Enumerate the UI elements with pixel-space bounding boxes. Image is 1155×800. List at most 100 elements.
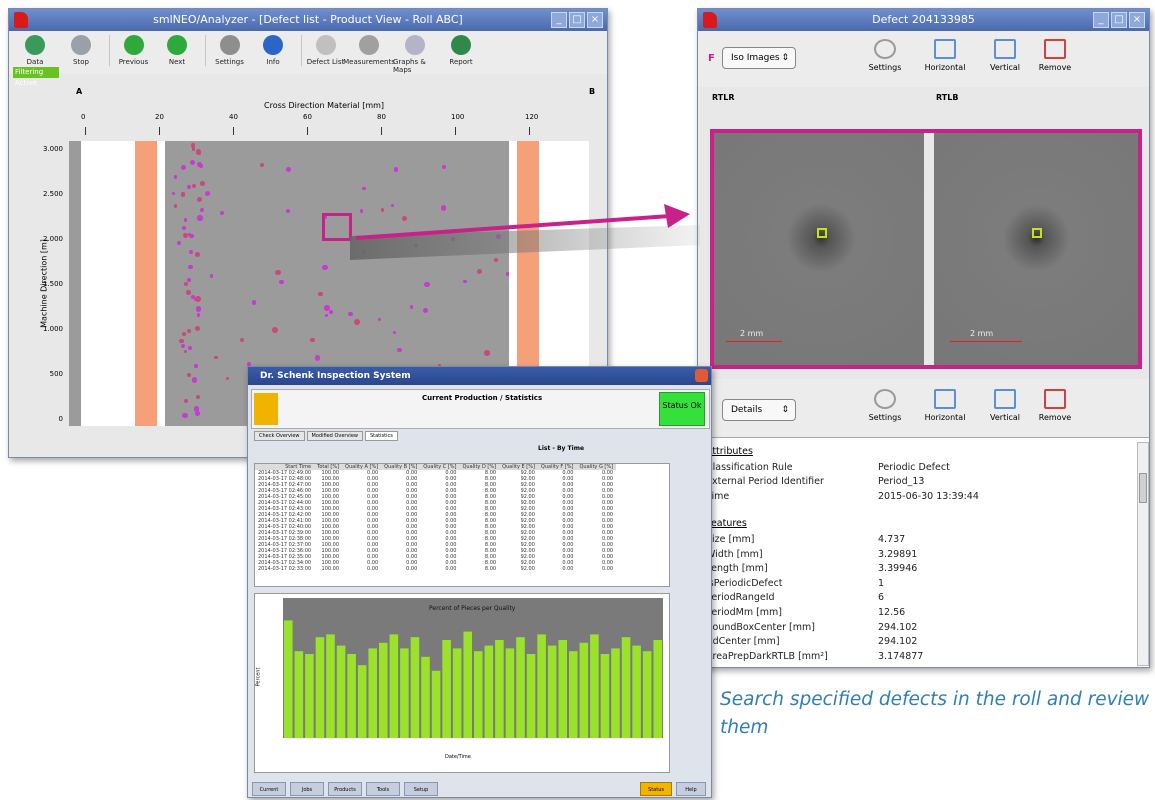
chart-bar[interactable] bbox=[389, 634, 399, 738]
chart-bar[interactable] bbox=[315, 637, 325, 738]
defect-dot[interactable] bbox=[183, 218, 188, 222]
defect-list-button[interactable]: Defect List bbox=[301, 35, 345, 66]
chart-bar[interactable] bbox=[547, 645, 557, 738]
defect-dot[interactable] bbox=[190, 143, 195, 148]
status-ok-button[interactable]: Status Ok bbox=[659, 392, 705, 426]
settings-button[interactable]: Settings bbox=[858, 389, 912, 422]
defect-dot[interactable] bbox=[484, 350, 490, 356]
horizontal-button[interactable]: Horizontal bbox=[918, 39, 972, 72]
table-row[interactable]: 2014-03-17 02:47:00 100.00 0.00 0.00 0.00 8.0… bbox=[255, 482, 616, 488]
highlight-box[interactable] bbox=[322, 213, 352, 241]
defect-dot[interactable] bbox=[440, 205, 447, 211]
image-mode-select[interactable]: Iso Images ⇕ bbox=[722, 47, 796, 69]
defect-dot[interactable] bbox=[506, 272, 510, 276]
defect-dot[interactable] bbox=[182, 412, 188, 419]
defect-dot[interactable] bbox=[402, 215, 408, 221]
chart-bar[interactable] bbox=[632, 645, 641, 738]
chart-bar[interactable] bbox=[590, 634, 599, 738]
defect-dot[interactable] bbox=[493, 258, 498, 262]
chart-bar[interactable] bbox=[526, 654, 536, 738]
defect-dot[interactable] bbox=[495, 234, 501, 240]
defect-dot[interactable] bbox=[318, 292, 323, 297]
defect-dot[interactable] bbox=[181, 331, 187, 336]
measurements-button[interactable]: Measurements bbox=[343, 35, 395, 66]
maximize-button[interactable]: □ bbox=[569, 12, 585, 28]
info-button[interactable]: Info bbox=[251, 35, 295, 66]
defect-dot[interactable] bbox=[183, 282, 188, 287]
defect-dot[interactable] bbox=[190, 159, 196, 165]
defect-dot[interactable] bbox=[286, 166, 292, 172]
defect-dot[interactable] bbox=[187, 346, 192, 350]
table-row[interactable]: 2014-03-17 02:42:00 100.00 0.00 0.00 0.00 8.0… bbox=[255, 512, 616, 518]
table-row[interactable]: 2014-03-17 02:37:00 100.00 0.00 0.00 0.00 8.0… bbox=[255, 542, 616, 548]
defect-dot[interactable] bbox=[173, 204, 177, 208]
chart-bar[interactable] bbox=[368, 648, 377, 738]
column-header[interactable]: Quality C [%] bbox=[420, 464, 460, 470]
defect-dot[interactable] bbox=[209, 273, 214, 278]
settings-button[interactable]: Settings bbox=[205, 35, 249, 66]
chart-bar[interactable] bbox=[305, 654, 314, 738]
defect-dot[interactable] bbox=[195, 411, 201, 416]
defect-dot[interactable] bbox=[193, 406, 200, 413]
chart-bar[interactable] bbox=[442, 640, 451, 738]
chart-bar[interactable] bbox=[400, 648, 409, 738]
table-row[interactable]: 2014-03-17 02:40:00 100.00 0.00 0.00 0.00 8.0… bbox=[255, 524, 616, 530]
scroll-thumb[interactable] bbox=[1139, 473, 1147, 503]
defect-dot[interactable] bbox=[195, 149, 202, 155]
chart-bar[interactable] bbox=[621, 637, 631, 738]
defect-dot[interactable] bbox=[359, 209, 363, 213]
defect-dot[interactable] bbox=[183, 399, 188, 404]
column-header[interactable]: Quality A [%] bbox=[342, 464, 382, 470]
defect-dot[interactable] bbox=[414, 244, 418, 248]
defect-dot[interactable] bbox=[424, 281, 430, 287]
defect-dot[interactable] bbox=[390, 203, 395, 208]
defect-dot[interactable] bbox=[173, 175, 178, 179]
chart-bar[interactable] bbox=[569, 651, 578, 738]
defect-dot[interactable] bbox=[225, 376, 229, 380]
defect-dot[interactable] bbox=[204, 190, 210, 196]
defect-dot[interactable] bbox=[186, 290, 191, 295]
bottom-tab-setup[interactable]: Setup bbox=[404, 782, 438, 796]
chart-bar[interactable] bbox=[357, 665, 367, 738]
defect-dot[interactable] bbox=[196, 197, 202, 203]
close-button[interactable] bbox=[695, 369, 708, 382]
chart-bar[interactable] bbox=[452, 648, 462, 738]
chart-bar[interactable] bbox=[653, 640, 662, 738]
defect-dot[interactable] bbox=[189, 250, 193, 254]
defect-dot[interactable] bbox=[191, 184, 196, 188]
defect-dot[interactable] bbox=[279, 279, 284, 285]
column-header[interactable]: Quality F [%] bbox=[537, 464, 577, 470]
defect-dot[interactable] bbox=[393, 330, 397, 334]
defect-dot[interactable] bbox=[329, 309, 333, 314]
defect-dot[interactable] bbox=[187, 373, 192, 377]
remove-button[interactable]: Remove bbox=[1028, 39, 1082, 72]
data-button[interactable]: Data bbox=[13, 35, 57, 66]
table-row[interactable]: 2014-03-17 02:35:00 100.00 0.00 0.00 0.00 8.0… bbox=[255, 554, 616, 560]
defect-dot[interactable] bbox=[310, 337, 315, 343]
defect-dot[interactable] bbox=[196, 162, 202, 168]
column-header[interactable]: Quality B [%] bbox=[381, 464, 421, 470]
defect-dot[interactable] bbox=[178, 338, 184, 344]
defect-dot[interactable] bbox=[348, 311, 353, 317]
defect-dot[interactable] bbox=[196, 215, 203, 221]
defect-dot[interactable] bbox=[199, 163, 204, 168]
graphs-maps-button[interactable]: Graphs & Maps bbox=[393, 35, 437, 74]
defect-dot[interactable] bbox=[191, 377, 198, 383]
table-row[interactable]: 2014-03-17 02:44:00 100.00 0.00 0.00 0.00 8.0… bbox=[255, 500, 616, 506]
tab-check-overview[interactable]: Check Overview bbox=[254, 431, 305, 441]
details-mode-select[interactable]: Details ⇕ bbox=[722, 399, 796, 421]
vertical-button[interactable]: Vertical bbox=[978, 39, 1032, 72]
defect-dot[interactable] bbox=[187, 232, 191, 237]
stop-button[interactable]: Stop bbox=[59, 35, 103, 66]
attributes-scrollbar[interactable] bbox=[1137, 442, 1149, 666]
defect-dot[interactable] bbox=[409, 304, 414, 309]
defect-dot[interactable] bbox=[380, 208, 385, 213]
defect-dot[interactable] bbox=[191, 147, 196, 151]
chart-bar[interactable] bbox=[642, 651, 652, 738]
defect-dot[interactable] bbox=[189, 233, 194, 239]
horizontal-button[interactable]: Horizontal bbox=[918, 389, 972, 422]
defect-dot[interactable] bbox=[182, 232, 188, 238]
defect-dot[interactable] bbox=[195, 295, 201, 301]
defect-image-right[interactable]: 2 mm bbox=[934, 131, 1139, 369]
chart-bar[interactable] bbox=[347, 654, 356, 738]
